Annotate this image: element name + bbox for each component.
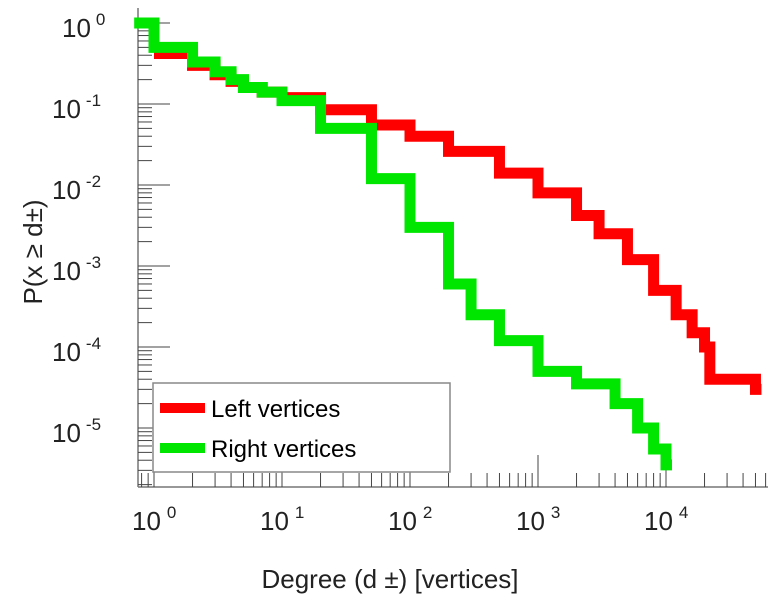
x-tick-label: 10 0	[132, 503, 176, 536]
y-tick-label: 10 -5	[52, 415, 101, 448]
y-tick-label: 10 0	[62, 10, 105, 43]
series-line-left	[154, 48, 762, 395]
y-tick-label: 10 -4	[52, 334, 101, 367]
x-tick-label: 10 4	[644, 503, 688, 536]
legend-box	[152, 382, 451, 473]
x-axis-label: Degree (d ±) [vertices]	[261, 564, 518, 594]
legend: Left vertices Right vertices	[152, 382, 451, 473]
series-line-right	[134, 17, 672, 471]
x-tick-label: 10 2	[388, 503, 432, 536]
y-axis-label: P(x ≥ d±)	[18, 199, 48, 304]
y-tick-label: 10 -3	[52, 253, 101, 286]
legend-label-right: Right vertices	[211, 436, 356, 463]
y-tick-label: 10 -2	[52, 172, 101, 205]
x-tick-label: 10 3	[516, 503, 560, 536]
x-tick-label: 10 1	[260, 503, 304, 536]
legend-label-left: Left vertices	[211, 396, 340, 423]
y-tick-label: 10 -1	[52, 91, 101, 124]
